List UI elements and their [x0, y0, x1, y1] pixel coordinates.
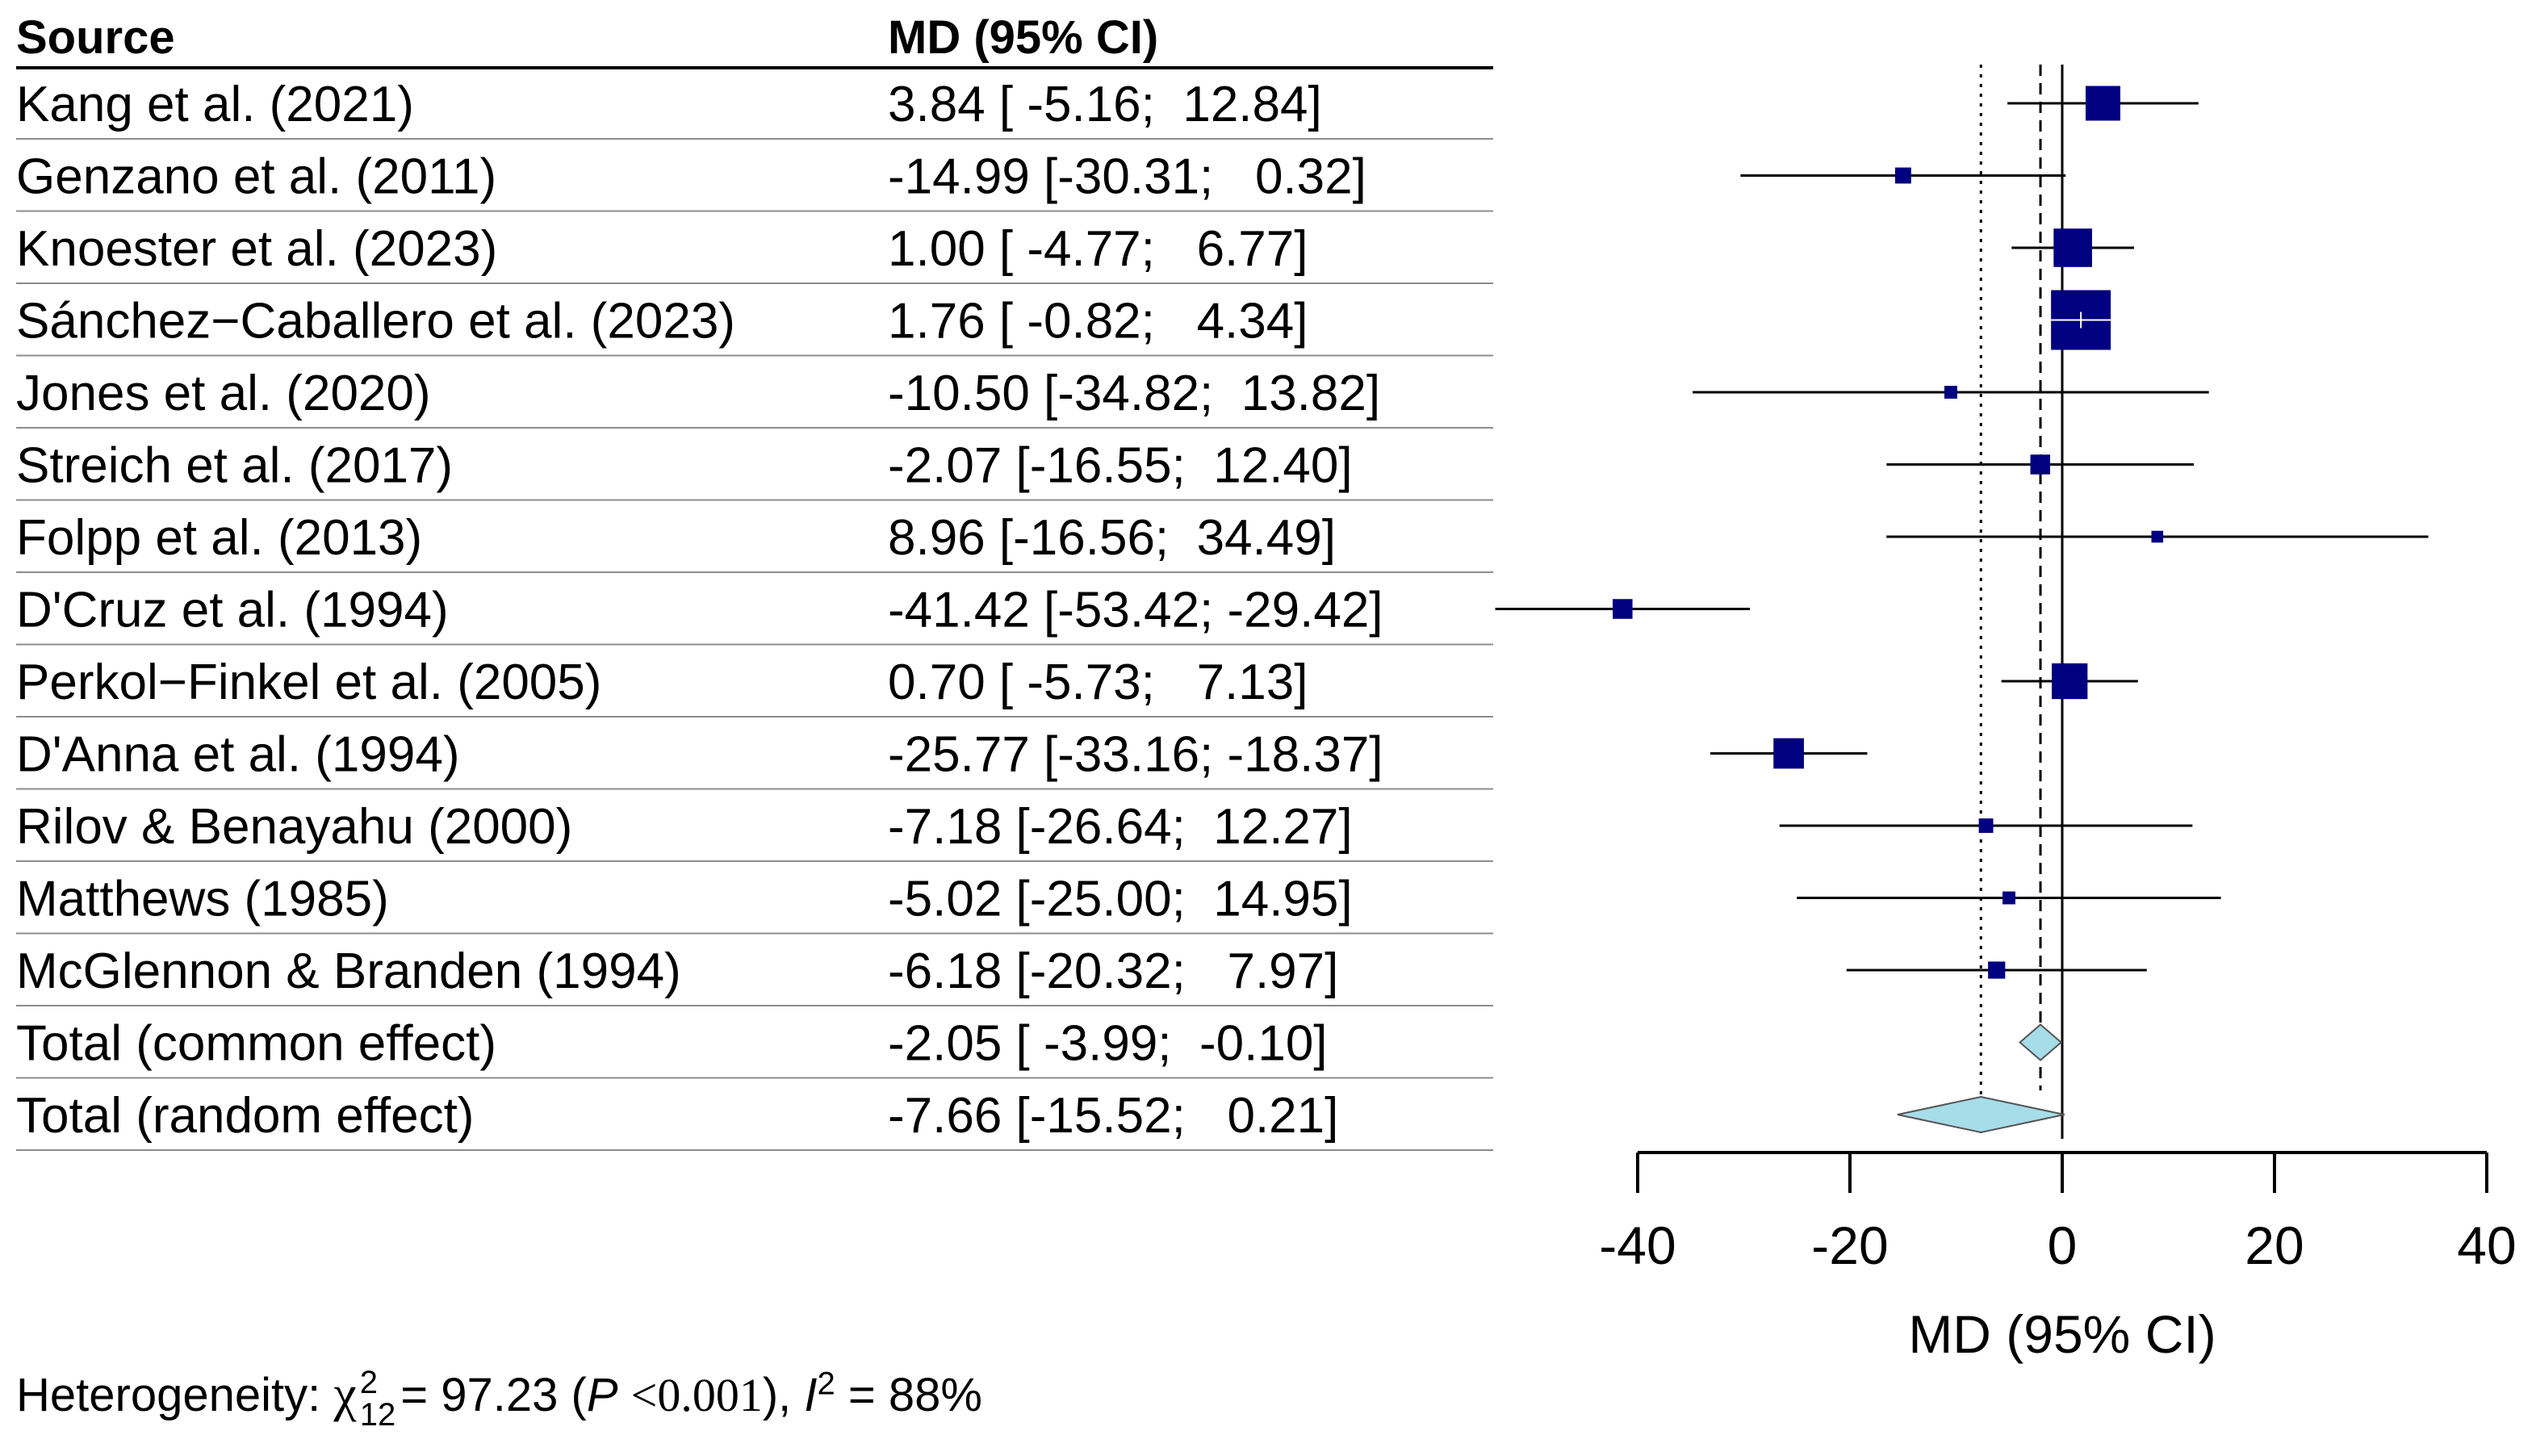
p-value: <0.001 — [630, 1369, 763, 1421]
study-source: Sánchez−Caballero et al. (2023) — [16, 294, 735, 349]
p-symbol: P — [586, 1369, 618, 1421]
random-effect-diamond — [1897, 1095, 2065, 1134]
study-source: Folpp et al. (2013) — [16, 510, 422, 566]
study-estimate: -2.05 [ -3.99; -0.10] — [888, 1016, 1328, 1072]
study-source: D'Anna et al. (1994) — [16, 727, 460, 783]
x-tick-label: 40 — [2457, 1215, 2516, 1275]
study-estimate: 3.84 [ -5.16; 12.84] — [888, 77, 1322, 132]
study-source: Total (common effect) — [16, 1016, 496, 1072]
study-box — [2002, 891, 2015, 905]
study-source: Streich et al. (2017) — [16, 438, 453, 494]
study-estimate: -25.77 [-33.16; -18.37] — [888, 727, 1383, 783]
study-box — [2053, 228, 2092, 267]
study-box — [1978, 818, 1994, 833]
study-box — [1944, 386, 1957, 399]
chi-square-symbol: χ — [333, 1365, 357, 1422]
study-box — [1773, 738, 1804, 769]
x-tick-label: -20 — [1811, 1215, 1888, 1275]
heterogeneity-statistic: Heterogeneity: χ 2 12 = 97.23 (P <0.001), I… — [16, 1364, 982, 1431]
study-source: Rilov & Benayahu (2000) — [16, 799, 572, 855]
study-box — [2151, 530, 2164, 543]
study-table: Source MD (95% CI) — [16, 11, 1493, 69]
study-estimate: 8.96 [-16.56; 34.49] — [888, 510, 1336, 566]
i-squared-value: = 88% — [847, 1369, 982, 1421]
study-source: Genzano et al. (2011) — [16, 149, 496, 205]
study-source: McGlennon & Branden (1994) — [16, 943, 681, 999]
plot-area — [1495, 65, 2429, 1139]
chi-square-superscript: 2 — [359, 1364, 379, 1400]
x-axis-label: MD (95% CI) — [1908, 1304, 2216, 1364]
study-estimate: -7.66 [-15.52; 0.21] — [888, 1088, 1338, 1144]
study-source: D'Cruz et al. (1994) — [16, 583, 449, 638]
x-tick-label: 0 — [2048, 1215, 2078, 1275]
study-rows: Kang et al. (2021) 3.84 [ -5.16; 12.84] Ge… — [16, 77, 1493, 1151]
heterogeneity-label: Heterogeneity: — [16, 1369, 321, 1421]
study-box — [2030, 454, 2051, 475]
study-estimate: 1.00 [ -4.77; 6.77] — [888, 221, 1308, 277]
p-close: ), — [762, 1369, 792, 1421]
i-squared-superscript: 2 — [817, 1366, 835, 1402]
x-tick-label: 20 — [2245, 1215, 2304, 1275]
study-estimate: -5.02 [-25.00; 14.95] — [888, 872, 1353, 927]
study-source: Matthews (1985) — [16, 872, 389, 927]
study-source: Knoester et al. (2023) — [16, 221, 497, 277]
study-box — [1988, 961, 2006, 979]
study-box — [2086, 86, 2120, 121]
study-estimate: 1.76 [ -0.82; 4.34] — [888, 294, 1308, 349]
study-box — [2052, 663, 2088, 700]
study-estimate: -10.50 [-34.82; 13.82] — [888, 366, 1380, 421]
study-source: Jones et al. (2020) — [16, 366, 431, 421]
study-estimate: 0.70 [ -5.73; 7.13] — [888, 655, 1308, 710]
common-effect-diamond — [2019, 1023, 2063, 1061]
x-axis: MD (95% CI) -40 -20 0 20 40 — [1599, 1151, 2517, 1364]
study-estimate: -6.18 [-20.32; 7.97] — [888, 943, 1338, 999]
source-header: Source — [16, 11, 175, 64]
study-box — [1613, 599, 1633, 619]
i-squared-symbol: I — [804, 1369, 818, 1421]
study-source: Total (random effect) — [16, 1088, 474, 1144]
study-estimate: -7.18 [-26.64; 12.27] — [888, 799, 1353, 855]
x-tick-label: -40 — [1599, 1215, 1676, 1275]
chi-square-value: = 97.23 ( — [400, 1369, 587, 1421]
study-source: Kang et al. (2021) — [16, 77, 414, 132]
study-estimate: -41.42 [-53.42; -29.42] — [888, 583, 1383, 638]
chi-square-df: 12 — [359, 1396, 396, 1433]
study-box — [1894, 167, 1911, 184]
md-ci-header: MD (95% CI) — [888, 11, 1158, 64]
study-source: Perkol−Finkel et al. (2005) — [16, 655, 601, 710]
study-estimate: -2.07 [-16.55; 12.40] — [888, 438, 1353, 494]
study-estimate: -14.99 [-30.31; 0.32] — [888, 149, 1366, 205]
